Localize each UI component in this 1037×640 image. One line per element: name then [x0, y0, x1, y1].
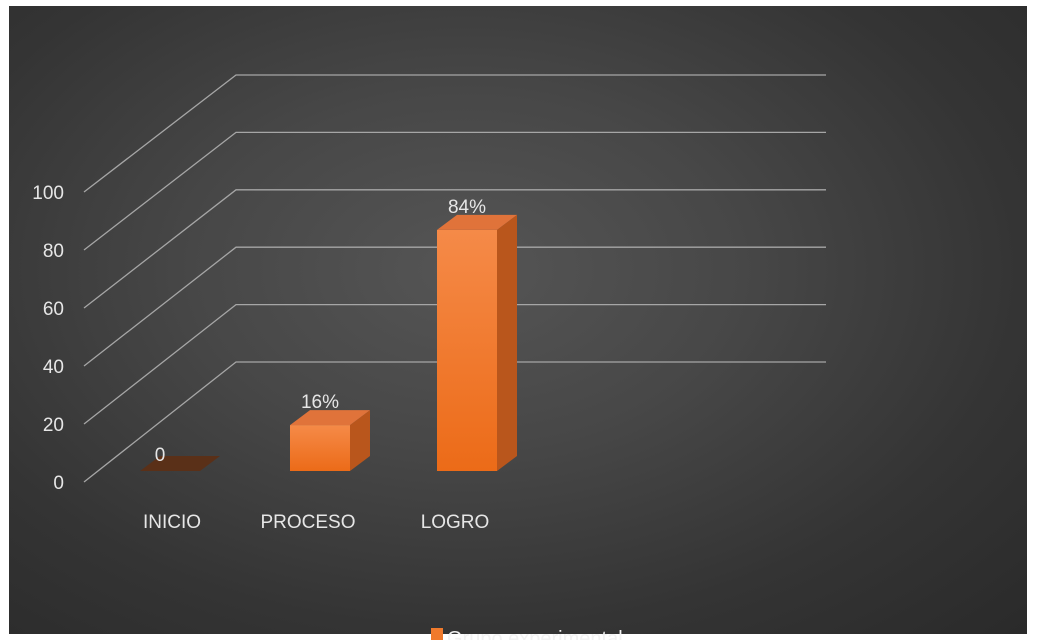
- bars: 0 16% 84%: [140, 197, 517, 472]
- gridline: [83, 131, 826, 251]
- legend-label: Grupo experimental: [447, 628, 623, 640]
- bar-proceso: 16%: [290, 392, 370, 471]
- y-tick-label: 100: [32, 183, 64, 204]
- legend-swatch: [431, 628, 443, 640]
- gridlines: [83, 74, 826, 483]
- data-label: 0: [155, 445, 166, 466]
- y-tick-label: 40: [43, 357, 64, 378]
- x-tick-label: PROCESO: [260, 512, 355, 533]
- bar-side: [350, 410, 370, 471]
- legend: Grupo experimental: [431, 628, 623, 640]
- bar-inicio: 0: [140, 445, 220, 471]
- y-axis-ticks: 0 20 40 60 80 100: [32, 183, 64, 494]
- gridline: [83, 303, 826, 425]
- data-label: 84%: [448, 197, 486, 218]
- y-tick-label: 20: [43, 415, 64, 436]
- gridline: [83, 361, 826, 483]
- bar-top: [290, 410, 370, 426]
- bar-top: [437, 214, 517, 230]
- y-tick-label: 0: [53, 473, 64, 494]
- y-tick-label: 80: [43, 241, 64, 262]
- data-label: 16%: [301, 392, 339, 413]
- bar-base: [140, 456, 220, 471]
- bar-side: [497, 214, 517, 472]
- x-tick-label: LOGRO: [421, 512, 490, 533]
- x-axis-labels: INICIO PROCESO LOGRO: [143, 512, 489, 533]
- bar-front: [290, 425, 350, 471]
- gridline: [83, 189, 826, 309]
- bar-front: [437, 229, 497, 471]
- gridline: [83, 74, 826, 193]
- gridline: [83, 246, 826, 367]
- y-tick-label: 60: [43, 299, 64, 320]
- x-tick-label: INICIO: [143, 512, 201, 533]
- bar-logro: 84%: [437, 197, 517, 472]
- chart-area: [9, 6, 1027, 634]
